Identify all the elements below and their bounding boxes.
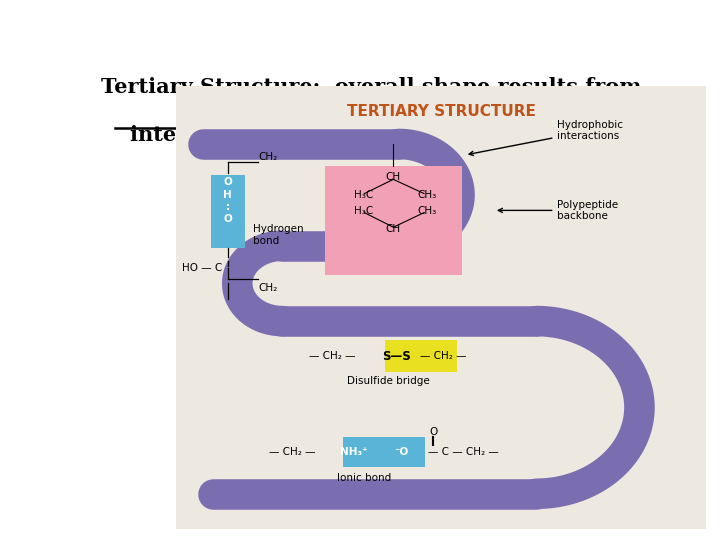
Text: CH: CH — [386, 172, 401, 182]
Text: H: H — [223, 190, 232, 200]
Text: CH₃: CH₃ — [417, 190, 436, 200]
Bar — [343, 437, 425, 467]
Text: Hydrophobic
interactions: Hydrophobic interactions — [469, 120, 624, 156]
Bar — [385, 340, 457, 372]
Text: Tertiary Structure:  overall shape results from: Tertiary Structure: overall shape result… — [101, 77, 642, 97]
Text: S—S: S—S — [382, 349, 410, 362]
Text: — CH₂ —: — CH₂ — — [269, 447, 315, 457]
Bar — [211, 175, 246, 248]
Text: — CH₂ —: — CH₂ — — [309, 351, 355, 361]
Text: HO — C: HO — C — [181, 263, 222, 273]
Text: Ionic bond: Ionic bond — [337, 473, 392, 483]
Bar — [325, 166, 462, 275]
Text: ⁻O: ⁻O — [394, 447, 408, 457]
Text: CH: CH — [386, 224, 401, 234]
Text: Polypeptide
backbone: Polypeptide backbone — [498, 200, 618, 221]
Text: CH₃: CH₃ — [417, 206, 436, 216]
Text: — C — CH₂ —: — C — CH₂ — — [428, 447, 498, 457]
Text: :: : — [225, 202, 230, 212]
Text: CH₂: CH₂ — [258, 283, 278, 293]
Text: O: O — [223, 214, 232, 224]
Text: H₃C: H₃C — [354, 190, 373, 200]
Text: CH₂: CH₂ — [258, 152, 278, 162]
Text: interactions of the R groups of the amino acids: interactions of the R groups of the amin… — [101, 125, 685, 145]
Text: NH₃⁺: NH₃⁺ — [340, 447, 367, 457]
Text: H₃C: H₃C — [354, 206, 373, 216]
Text: Hydrogen
bond: Hydrogen bond — [253, 224, 304, 246]
Text: TERTIARY STRUCTURE: TERTIARY STRUCTURE — [346, 104, 536, 119]
Text: O: O — [429, 427, 437, 437]
Text: Disulfide bridge: Disulfide bridge — [347, 376, 429, 386]
Text: O: O — [223, 177, 232, 187]
Text: — CH₂ —: — CH₂ — — [420, 351, 467, 361]
